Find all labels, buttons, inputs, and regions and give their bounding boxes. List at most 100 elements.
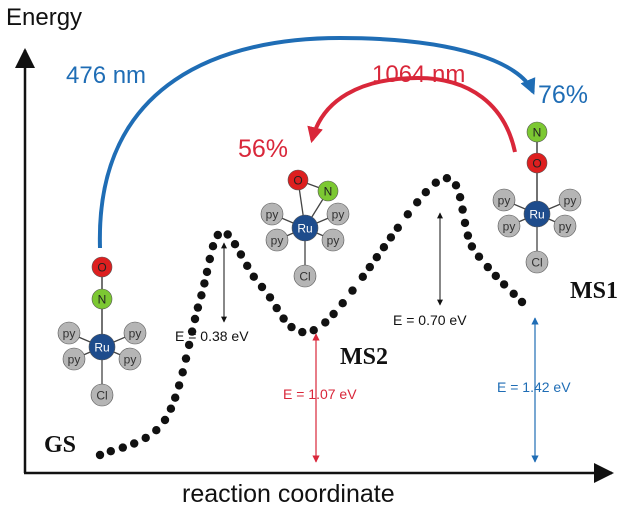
curve-dot: [509, 289, 518, 298]
curve-dot: [474, 252, 484, 261]
state-ms1: MS1: [570, 278, 618, 304]
curve-dot: [309, 326, 318, 335]
curve-dot: [321, 318, 330, 327]
curve-dot: [230, 240, 240, 249]
chloride-ligand-label: Cl: [96, 388, 107, 402]
pyridine-ligand: [62, 347, 86, 371]
curve-dot: [141, 433, 150, 443]
curve-dot: [499, 280, 509, 289]
curve-dot: [298, 327, 307, 337]
curve-dot: [517, 297, 527, 307]
pyridine-ligand-label: py: [124, 352, 137, 366]
ruthenium-atom-label: Ru: [94, 340, 109, 354]
pyridine-ligand-label: py: [559, 219, 572, 233]
pyridine-ligand-label: py: [327, 233, 340, 247]
pyridine-ligand: [265, 228, 289, 252]
pyridine-ligand-label: py: [68, 352, 81, 366]
curve-dot: [455, 193, 465, 202]
curve-dot: [213, 230, 222, 240]
oxygen-atom-label: O: [532, 156, 541, 170]
energy-barrier-ms1: E = 0.70 eV: [393, 312, 467, 328]
pyridine-ligand: [492, 188, 516, 212]
energy-level-ms1: E = 1.42 eV: [497, 379, 571, 395]
nitrogen-atom-label: N: [533, 125, 542, 139]
pyridine-ligand: [321, 228, 345, 252]
nitrogen-atom-label: N: [324, 184, 333, 198]
curve-dot: [467, 242, 477, 251]
curve-dot: [187, 327, 197, 336]
curve-dot: [421, 188, 430, 197]
curve-dot: [386, 233, 396, 242]
nitrogen-atom-label: N: [98, 292, 107, 306]
energy-level-ms2: E = 1.07 eV: [283, 386, 357, 402]
ruthenium-atom-label: Ru: [529, 207, 544, 221]
chloride-ligand-label: Cl: [531, 255, 542, 269]
curve-dot: [190, 314, 200, 324]
nitrogen-atom: [91, 288, 113, 310]
pyridine-ligand-label: py: [266, 207, 279, 221]
curve-dot: [393, 223, 402, 232]
curve-dot: [483, 262, 492, 272]
curve-dot: [197, 291, 206, 300]
pyridine-ligand: [558, 188, 582, 212]
curve-dot: [160, 415, 170, 425]
curve-dot: [379, 243, 389, 252]
oxygen-atom-label: O: [97, 260, 106, 274]
curve-dot: [265, 293, 275, 302]
curve-dot: [118, 443, 128, 452]
nitrogen-atom: [317, 180, 339, 202]
curve-dot: [451, 181, 461, 190]
curve-dot: [348, 286, 357, 295]
arrow-1064nm: [307, 75, 517, 153]
curve-dot: [372, 253, 381, 262]
curve-dot: [178, 368, 187, 377]
pyridine-ligand: [260, 202, 284, 226]
pyridine-ligand: [118, 347, 142, 371]
curve-dot: [491, 271, 500, 281]
curve-dot: [249, 272, 258, 281]
pyridine-ligand: [123, 321, 147, 345]
energy-curve: [95, 174, 527, 460]
ruthenium-atom: [291, 214, 319, 242]
curve-dot: [403, 210, 412, 219]
ruthenium-atom: [88, 333, 116, 361]
curve-dot: [365, 262, 374, 272]
population-ms1: 76%: [538, 81, 588, 109]
curve-dot: [223, 230, 232, 239]
pyridine-ligand-label: py: [564, 193, 577, 207]
curve-dot: [329, 309, 338, 319]
wavelength-476: 476 nm: [66, 62, 146, 89]
curve-dot: [95, 450, 105, 460]
chloride-ligand-label: Cl: [299, 269, 310, 283]
curve-dot: [243, 261, 252, 270]
curve-dot: [130, 439, 139, 448]
pyridine-ligand: [497, 214, 521, 238]
curve-dot: [208, 242, 218, 251]
curve-dot: [236, 250, 246, 259]
wavelength-1064: 1064 nm: [372, 61, 465, 88]
y-axis-title: Energy: [6, 4, 83, 31]
energy-barrier-ms2: E = 0.38 eV: [175, 328, 249, 344]
curve-dot: [287, 322, 296, 332]
curve-dot: [193, 303, 203, 312]
pyridine-ligand-label: py: [332, 207, 345, 221]
oxygen-atom: [91, 256, 113, 278]
pyridine-ligand-label: py: [271, 233, 284, 247]
state-gs: GS: [44, 432, 76, 458]
pyridine-ligand-label: py: [63, 326, 76, 340]
oxygen-atom-label: O: [293, 173, 302, 187]
pyridine-ligand: [326, 202, 350, 226]
state-ms2: MS2: [340, 344, 388, 370]
oxygen-atom: [287, 169, 309, 191]
curve-dot: [202, 267, 212, 277]
pyridine-ligand-label: py: [498, 193, 511, 207]
curve-dot: [463, 231, 473, 240]
curve-dot: [205, 254, 214, 264]
nitrogen-atom: [526, 121, 548, 143]
curve-dot: [152, 426, 161, 435]
curve-dot: [106, 447, 116, 456]
